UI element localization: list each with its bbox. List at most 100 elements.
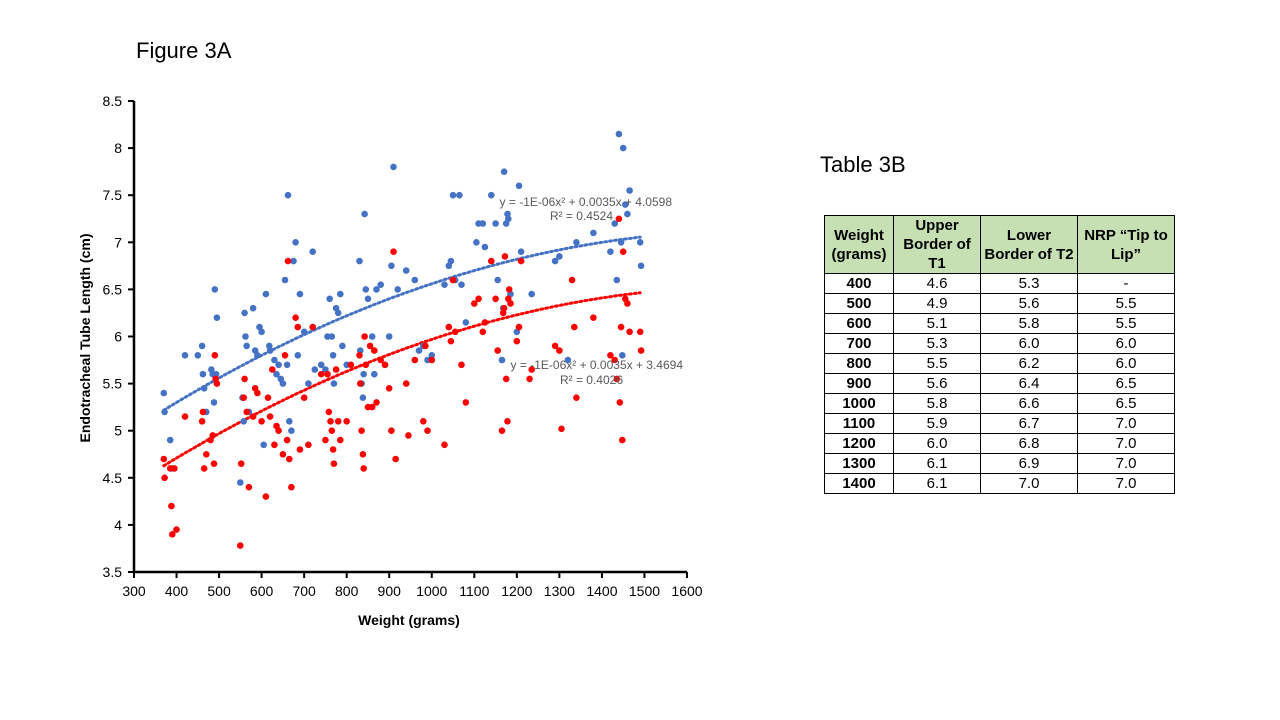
table-cell: 6.0 [1077,353,1175,374]
y-tick-label: 6 [114,329,122,345]
red-data-point [481,319,489,326]
blue-data-point [243,342,250,350]
red-data-point [422,342,429,350]
table-row: 1200 6.0 6.8 7.0 [824,433,1175,454]
red-data-point [501,253,509,260]
blue-data-point [619,144,627,152]
table-cell: 6.9 [980,453,1078,474]
red-data-point [330,460,338,468]
y-tick-label: 6.5 [103,281,123,297]
table-cell: 1300 [824,453,894,474]
blue-data-point [492,220,499,227]
red-data-point [243,408,250,416]
y-axis-title: Endotracheal Tube Length (cm) [77,234,93,443]
scatter-chart: 300 400 500 600 700 800 900 1000 1100 1200 1300 140… [77,93,703,628]
blue-data-point [613,276,621,284]
blue-data-point [364,295,372,303]
blue-data-point [281,276,289,284]
table-cell: 5.1 [893,313,981,334]
table-cell: 5.6 [980,293,1078,314]
blue-data-point [617,239,625,246]
blue-trend-equation: y = -1E-06x² + 0.0035x + 4.0598 [500,195,673,209]
table-cell: 900 [824,373,894,394]
x-axis-title: Weight (grams) [358,612,460,628]
y-axis-ticks: 3.5 4 4.5 5 5.5 6 6.5 7 7.5 8 8.5 [103,93,134,580]
red-data-point [528,366,535,373]
red-data-point [636,328,644,336]
red-data-point [209,432,216,439]
blue-data-point [360,370,368,378]
y-tick-label: 7 [114,234,122,250]
red-data-point [237,460,245,468]
red-data-point [264,394,272,402]
red-data-point [411,356,419,364]
red-data-point [169,531,176,538]
red-data-point [357,380,364,387]
blue-data-point [636,239,644,246]
table-cell: 6.1 [893,453,981,474]
red-data-point [240,394,247,402]
table-cell: 5.5 [1077,313,1175,334]
red-data-point [619,248,627,255]
red-data-point [388,427,395,435]
red-data-point [211,352,219,359]
table-cell: 6.8 [980,433,1078,454]
red-data-point [371,347,378,354]
blue-data-point [262,290,270,298]
red-data-point [296,446,304,453]
blue-data-point [328,333,336,340]
blue-data-point [564,356,572,364]
y-tick-label: 8 [114,140,122,156]
red-data-point [498,427,506,435]
red-data-point [573,394,580,402]
x-tick-label: 1100 [459,583,489,599]
red-data-point [271,441,278,449]
table-row: 500 4.9 5.6 5.5 [824,293,1175,314]
table-row: 1300 6.1 6.9 7.0 [824,453,1175,474]
header-upper-border-t1: Upper Border of T1 [893,215,981,274]
figure-title: Figure 3A [136,38,232,63]
blue-data-point [607,248,614,255]
x-axis-ticks: 300 400 500 600 700 800 900 1000 1100 1200 1300 140… [122,572,703,599]
blue-data-point [284,191,292,199]
x-tick-label: 500 [207,583,231,599]
blue-data-point [288,427,295,435]
red-data-point [517,257,525,265]
table-cell: 5.5 [893,353,981,374]
y-tick-label: 5.5 [103,376,123,392]
trendline-labels: y = -1E-06x² + 0.0035x + 4.0598 R² = 0.4… [500,195,684,387]
table-cell: 800 [824,353,894,374]
table-cell: 5.8 [980,313,1078,334]
red-data-point [624,300,631,307]
blue-data-point [428,352,436,359]
red-data-point [317,370,325,378]
blue-data-point [254,352,261,359]
x-tick-label: 1300 [544,583,575,599]
table-cell: 7.0 [1077,453,1175,474]
red-data-point [294,323,302,331]
table-cell: 5.6 [893,373,981,394]
blue-data-point [456,191,463,199]
y-tick-label: 5 [114,423,122,439]
blue-data-point [573,239,580,246]
blue-data-point [275,361,282,369]
blue-data-point [283,361,291,369]
table-cell: 5.9 [893,413,981,434]
y-tick-label: 4.5 [103,470,123,486]
blue-data-point [160,389,168,397]
red-data-point [458,361,465,369]
blue-trend-r2: R² = 0.4524 [550,209,613,223]
blue-data-point [271,356,278,364]
red-data-point [245,483,253,491]
red-data-point [309,323,317,331]
blue-data-point [447,257,455,265]
table-cell: 7.0 [980,473,1078,494]
red-data-point [504,418,511,425]
table-cell: 600 [824,313,894,334]
blue-data-point [385,333,393,340]
blue-data-point [194,352,202,359]
blue-data-point [199,370,207,378]
red-data-point [390,248,397,255]
blue-data-point [181,352,189,359]
red-data-point [405,432,412,439]
